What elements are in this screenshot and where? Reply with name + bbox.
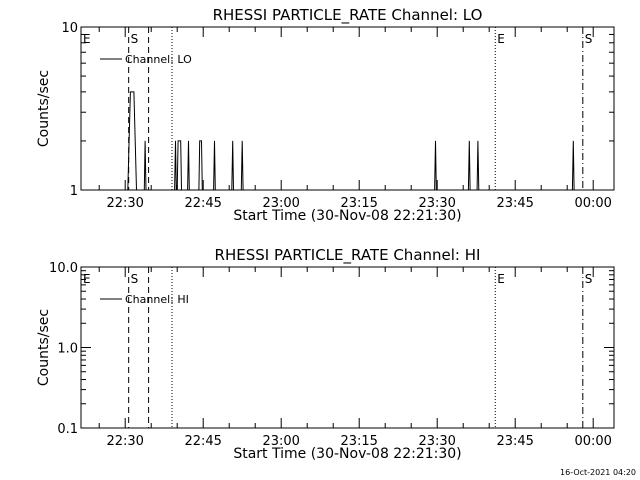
- x-tick-label: 22:30: [106, 196, 143, 211]
- y-tick-label: 0.1: [57, 422, 78, 437]
- chart-title: RHESSI PARTICLE_RATE Channel: LO: [213, 6, 483, 25]
- x-tick-label: 00:00: [574, 196, 611, 211]
- legend-label: Channel: LO: [125, 53, 192, 66]
- x-tick-label: 00:00: [574, 434, 611, 449]
- y-tick-label: 1: [70, 184, 78, 199]
- plot-frame: [80, 26, 615, 191]
- x-tick-label: 23:45: [496, 434, 533, 449]
- legend-label: Channel: HI: [125, 293, 189, 306]
- chart-panel-hi: RHESSI PARTICLE_RATE Channel: HI Start Ti…: [36, 246, 615, 462]
- chart-panel-lo: RHESSI PARTICLE_RATE Channel: LO Start Ti…: [36, 6, 615, 224]
- x-tick-label: 23:00: [262, 196, 299, 211]
- x-tick-label: 23:15: [340, 434, 377, 449]
- y-axis-label: Counts/sec: [36, 309, 52, 386]
- x-tick-label: 23:30: [418, 434, 455, 449]
- x-axis-label: Start Time (30-Nov-08 22:21:30): [233, 208, 461, 224]
- marker-label: S: [585, 32, 593, 46]
- x-tick-label: 23:45: [496, 196, 533, 211]
- marker-label: S: [585, 272, 593, 286]
- chart-title: RHESSI PARTICLE_RATE Channel: HI: [215, 246, 481, 265]
- x-tick-label: 22:30: [106, 434, 143, 449]
- y-tick-label: 10.0: [49, 261, 78, 276]
- x-tick-label: 22:45: [184, 434, 221, 449]
- x-tick-label: 23:15: [340, 196, 377, 211]
- marker-label: S: [131, 272, 139, 286]
- marker-label: E: [497, 272, 505, 286]
- marker-label: E: [83, 272, 91, 286]
- y-tick-label: 10: [61, 21, 78, 36]
- data-series-line: [127, 91, 575, 190]
- plot-frame: [80, 266, 615, 429]
- x-axis-label: Start Time (30-Nov-08 22:21:30): [233, 446, 461, 462]
- marker-label: S: [131, 32, 139, 46]
- x-tick-label: 23:00: [262, 434, 299, 449]
- y-tick-label: 1.0: [57, 342, 78, 357]
- marker-label: E: [497, 32, 505, 46]
- generation-timestamp: 16-Oct-2021 04:20: [560, 468, 636, 477]
- y-axis-label: Counts/sec: [36, 70, 52, 147]
- x-tick-label: 23:30: [418, 196, 455, 211]
- x-tick-label: 22:45: [184, 196, 221, 211]
- marker-label: E: [83, 32, 91, 46]
